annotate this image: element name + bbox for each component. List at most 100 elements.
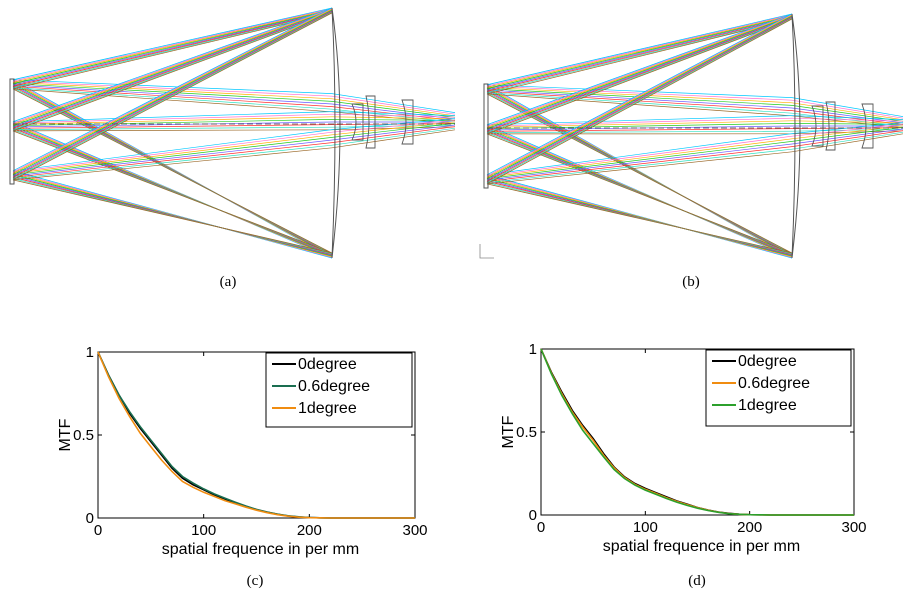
ray-line	[791, 117, 904, 122]
ray-line	[12, 144, 333, 179]
ray-line	[486, 15, 793, 90]
ray-line	[791, 128, 904, 145]
ray-line	[486, 16, 793, 91]
legend-label: 0degree	[738, 353, 797, 370]
ray-line	[486, 183, 793, 254]
legend-label: 0.6degree	[298, 378, 370, 395]
ray-line	[12, 134, 333, 174]
ray-line	[486, 15, 793, 88]
lens-element	[825, 101, 836, 151]
x-tick-label: 200	[737, 519, 762, 536]
ray-line	[486, 133, 793, 176]
x-tick-label: 200	[297, 522, 322, 539]
legend-label: 0degree	[298, 356, 357, 373]
lens-element	[401, 99, 414, 145]
ray-line	[12, 12, 333, 132]
ray-line	[331, 119, 456, 133]
ray-line	[791, 131, 904, 150]
ray-line	[12, 9, 333, 83]
ray-line	[331, 93, 456, 113]
ray-line	[12, 129, 333, 172]
y-tick-label: 1	[86, 344, 94, 361]
caption-b: (b)	[682, 274, 700, 290]
ray-line	[12, 124, 333, 129]
ray-line	[486, 17, 793, 132]
ray-line	[12, 10, 333, 86]
series-line	[97, 351, 415, 519]
y-axis-label: MTF	[500, 415, 517, 448]
ray-line	[331, 95, 456, 115]
lens-element	[861, 103, 874, 149]
ray-line	[486, 16, 793, 181]
ray-line	[486, 151, 793, 185]
ray-line	[791, 102, 904, 121]
legend-box	[265, 352, 413, 428]
ray-line	[12, 179, 333, 254]
ray-line	[486, 17, 793, 133]
ray-line	[486, 15, 793, 178]
ray-line	[486, 138, 793, 178]
y-tick-label: 0.5	[73, 427, 94, 444]
x-axis-label: spatial frequence in per mm	[603, 538, 800, 555]
ray-line	[331, 121, 456, 136]
ray-line	[486, 117, 793, 127]
ray-line	[486, 130, 793, 133]
ray-line	[331, 127, 456, 146]
x-tick-label: 100	[633, 519, 658, 536]
ray-line	[486, 135, 793, 177]
caption-a: (a)	[220, 274, 237, 290]
x-tick-label: 0	[537, 519, 545, 536]
ray-line	[486, 17, 793, 92]
ray-line	[12, 11, 333, 87]
lens-element	[483, 83, 489, 189]
ray-line	[12, 9, 333, 85]
ray-line	[486, 146, 793, 182]
ray-line	[331, 111, 456, 116]
ray-line	[12, 7, 333, 172]
y-axis-label: MTF	[57, 418, 74, 451]
ray-line	[12, 9, 333, 125]
ray-line	[486, 13, 793, 86]
lens-element	[365, 95, 376, 149]
ray-line	[486, 15, 793, 128]
lens-element	[331, 7, 341, 259]
ray-line	[12, 8, 333, 82]
ray-line	[12, 87, 333, 110]
ray-line	[791, 120, 904, 124]
ray-line	[331, 123, 456, 138]
ray-line	[331, 98, 456, 117]
lens-element	[9, 78, 15, 185]
ray-line	[791, 115, 904, 120]
ray-line	[12, 11, 333, 179]
ray-line	[486, 14, 793, 177]
ray-line	[791, 123, 904, 137]
ray-line	[486, 141, 793, 180]
caption-c: (c)	[247, 573, 264, 589]
ray-line	[331, 129, 456, 149]
lens-element	[351, 103, 364, 141]
ray-line	[486, 143, 793, 181]
y-tick-label: 0	[529, 507, 537, 524]
mtf-chart-c: 0 100 200 300 0 0.5 1 spatial frequence in per …	[57, 344, 428, 558]
ray-line	[486, 15, 793, 130]
lens-element	[791, 13, 801, 259]
ray-line	[486, 115, 793, 126]
ray-line	[12, 7, 333, 123]
ray-line	[486, 13, 793, 126]
x-tick-label: 0	[94, 522, 102, 539]
ray-line	[486, 128, 793, 132]
ray-line	[486, 85, 793, 101]
ray-line	[12, 11, 333, 178]
ray-line	[486, 13, 793, 176]
ray-line	[486, 84, 793, 98]
ray-line	[12, 119, 333, 127]
legend-box	[705, 349, 852, 427]
ray-line	[486, 148, 793, 183]
ray-line	[486, 18, 793, 135]
legend-label: 1degree	[738, 397, 797, 414]
ray-line	[12, 129, 333, 132]
ray-line	[12, 11, 333, 130]
ray-line	[12, 147, 333, 181]
ray-line	[12, 116, 333, 125]
x-tick-label: 300	[402, 522, 427, 539]
